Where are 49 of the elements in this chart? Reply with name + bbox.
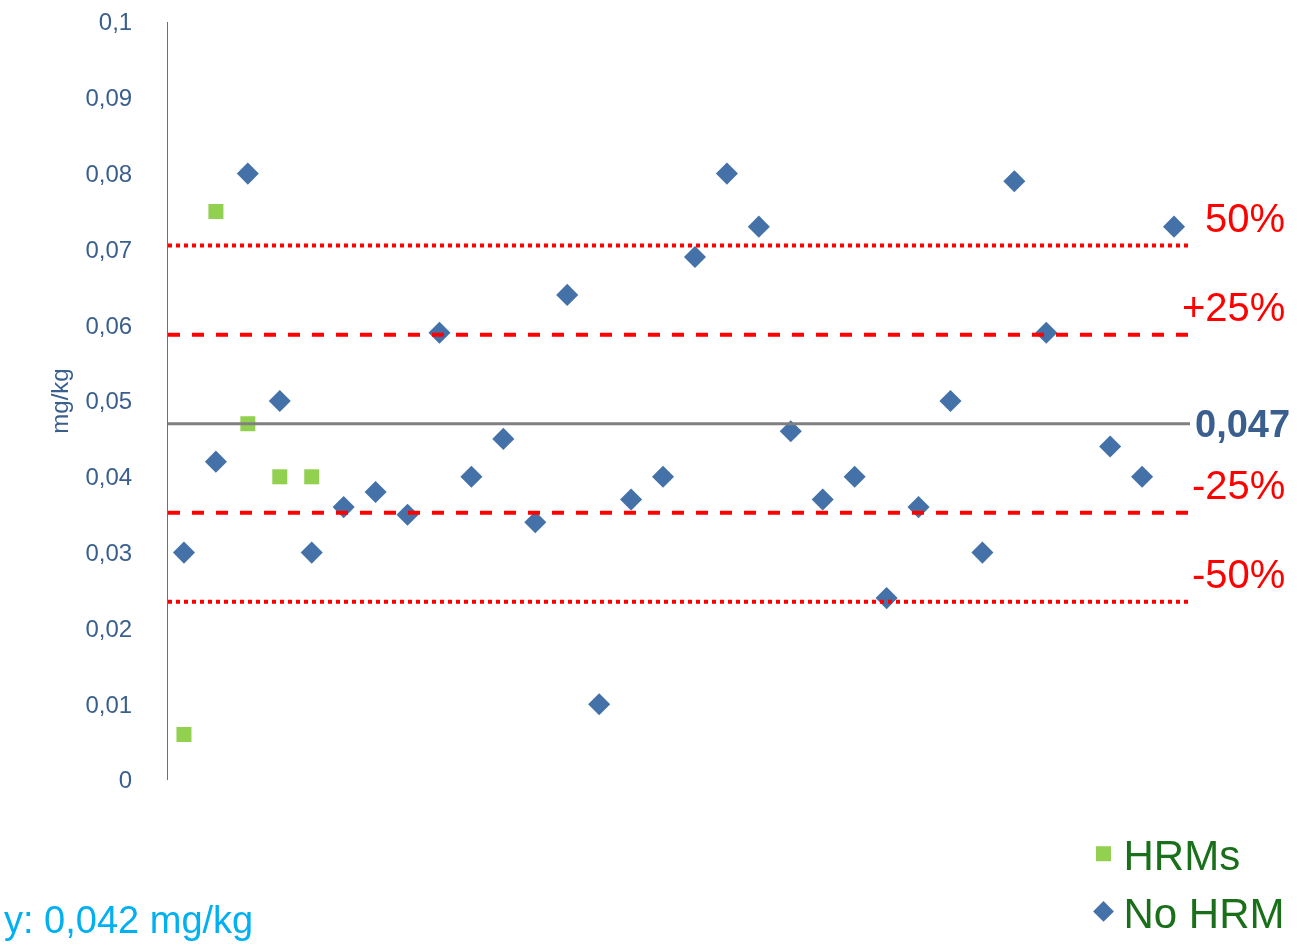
- point: [300, 541, 323, 564]
- point: [492, 427, 515, 450]
- point: [811, 488, 834, 511]
- point: [268, 389, 291, 413]
- legend-label: No HRM: [1123, 889, 1285, 937]
- point: [272, 469, 288, 485]
- y-tick-label: 0,1: [98, 8, 133, 36]
- y-tick-label: 0,07: [85, 235, 133, 263]
- legend-label: HRMs: [1123, 832, 1241, 880]
- text: -50%: [1192, 552, 1286, 596]
- point: [1003, 170, 1026, 193]
- point: [715, 162, 738, 185]
- point: [620, 488, 643, 511]
- point: [176, 727, 192, 743]
- point: [779, 420, 802, 443]
- y-tick-label: 0,04: [85, 463, 133, 491]
- annotation: +25%: [1182, 285, 1286, 329]
- point: [588, 693, 611, 716]
- point: [1131, 465, 1154, 488]
- point: [556, 283, 579, 306]
- text: y: 0,042 mg/kg: [4, 899, 254, 941]
- point: [843, 465, 866, 488]
- point: [1035, 321, 1058, 344]
- y-tick-label: 0,02: [85, 614, 133, 642]
- y-tick-label: 0,01: [85, 690, 133, 718]
- point: [1099, 435, 1122, 458]
- point: [204, 450, 227, 473]
- point: [236, 162, 259, 185]
- point: [1162, 215, 1186, 238]
- point: [747, 215, 770, 238]
- point: [208, 204, 224, 219]
- point: [172, 541, 196, 564]
- point: [971, 541, 994, 564]
- text: -25%: [1192, 463, 1286, 507]
- ref-line-label: 0,047: [1195, 403, 1291, 445]
- point: [304, 469, 320, 485]
- y-tick-label: 0,05: [85, 387, 133, 415]
- y-tick-label: 0,08: [85, 160, 133, 187]
- point: [460, 465, 483, 488]
- y-tick-label: 0: [118, 766, 133, 794]
- y-tick-label: 0,06: [85, 311, 133, 339]
- text: 50%: [1205, 196, 1286, 240]
- point: [683, 245, 707, 269]
- point: [364, 480, 387, 504]
- y-tick-label: 0,03: [85, 539, 133, 566]
- point: [939, 389, 962, 413]
- point: [651, 465, 675, 488]
- y-tick-label: 0,09: [85, 84, 133, 112]
- y-axis-title: mg/kg: [45, 368, 73, 434]
